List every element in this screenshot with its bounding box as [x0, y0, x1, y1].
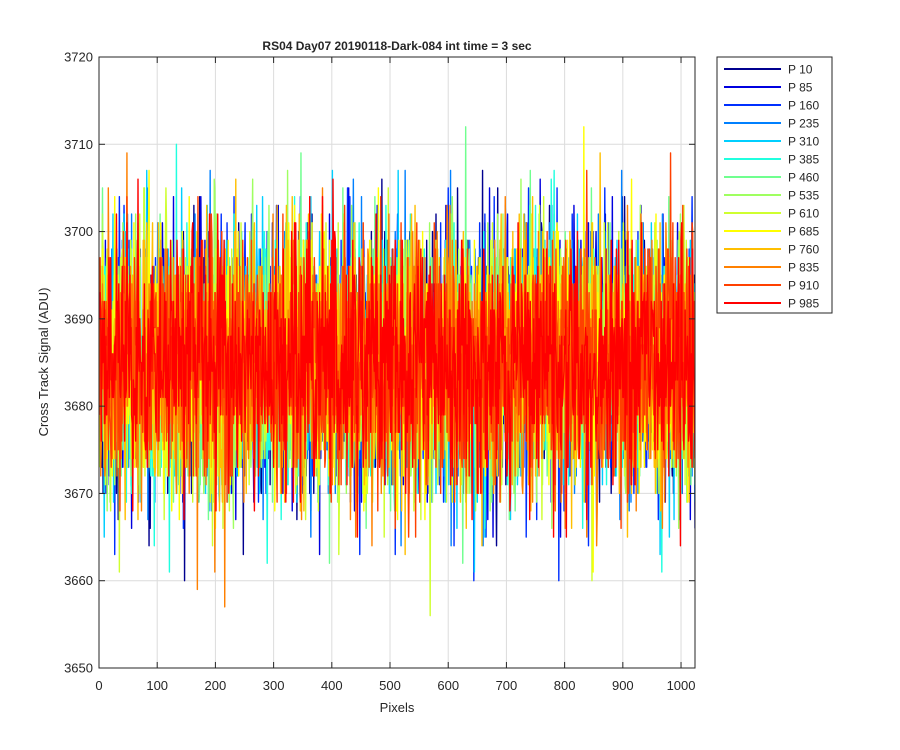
y-tick-label: 3700: [64, 224, 93, 239]
legend-label: P 10: [788, 63, 813, 77]
y-tick-label: 3720: [64, 50, 93, 65]
x-tick-label: 400: [321, 678, 343, 693]
legend-label: P 835: [788, 261, 819, 275]
legend-label: P 85: [788, 81, 813, 95]
series-lines: [99, 126, 695, 617]
x-tick-label: 100: [146, 678, 168, 693]
legend-label: P 610: [788, 207, 819, 221]
legend-label: P 985: [788, 297, 819, 311]
x-tick-label: 500: [379, 678, 401, 693]
x-tick-label: 800: [554, 678, 576, 693]
x-tick-label: 600: [437, 678, 459, 693]
legend-label: P 760: [788, 243, 819, 257]
chart-title: RS04 Day07 20190118-Dark-084 int time = …: [262, 39, 532, 53]
legend-label: P 910: [788, 279, 819, 293]
legend-label: P 235: [788, 117, 819, 131]
x-tick-label: 300: [263, 678, 285, 693]
legend-label: P 385: [788, 153, 819, 167]
legend-label: P 685: [788, 225, 819, 239]
series-line: [99, 178, 695, 547]
y-tick-label: 3650: [64, 661, 93, 676]
legend-label: P 310: [788, 135, 819, 149]
axis-ticks: 0 100 200 300 400 500 600 700 800 900 1000 3650 3660…: [64, 50, 695, 694]
plot-area: [99, 126, 695, 617]
y-tick-label: 3670: [64, 486, 93, 501]
x-axis-label: Pixels: [380, 700, 415, 715]
plot-frame: [98, 56, 696, 669]
x-tick-label: 0: [95, 678, 102, 693]
x-tick-label: 200: [205, 678, 227, 693]
x-tick-label: 700: [496, 678, 518, 693]
y-tick-label: 3680: [64, 399, 93, 414]
y-tick-label: 3710: [64, 137, 93, 152]
legend-label: P 160: [788, 99, 819, 113]
legend-label: P 460: [788, 171, 819, 185]
y-tick-label: 3660: [64, 573, 93, 588]
legend: P 10 P 85 P 160 P 235 P 310 P 385 P 460 P 535 P …: [716, 56, 833, 314]
x-tick-label: 900: [612, 678, 634, 693]
legend-box: [716, 56, 833, 314]
y-axis-label: Cross Track Signal (ADU): [36, 288, 51, 437]
legend-label: P 535: [788, 189, 819, 203]
y-tick-label: 3690: [64, 311, 93, 326]
x-tick-label: 1000: [667, 678, 696, 693]
